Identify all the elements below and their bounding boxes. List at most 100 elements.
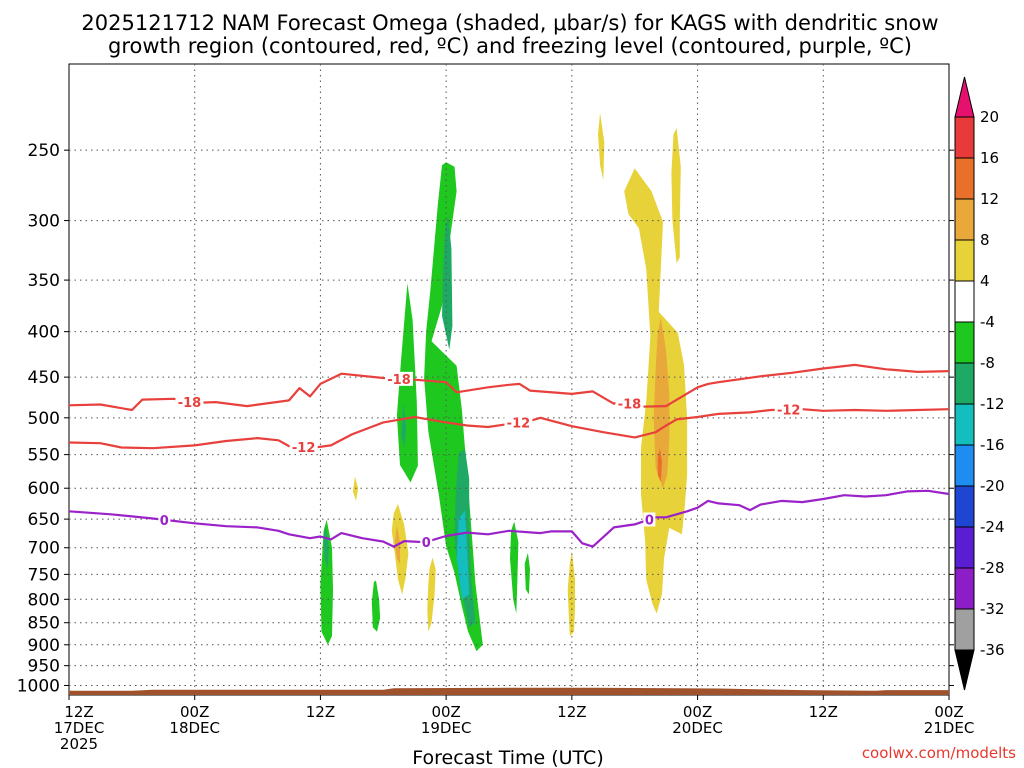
x-axis-title: Forecast Time (UTC) <box>412 747 603 768</box>
y-tick-label: 800 <box>28 590 60 610</box>
ground-surface <box>69 687 949 695</box>
x-tick-label: 17DEC <box>54 719 105 737</box>
omega-region <box>598 112 605 180</box>
colorbar-segment <box>954 567 975 610</box>
omega-region <box>401 402 407 448</box>
x-tick-label: 12Z <box>64 703 93 721</box>
omega-region <box>653 317 670 489</box>
x-tick-label: 00Z <box>934 703 963 721</box>
contour-label: -12 <box>777 404 801 419</box>
colorbar-label: 4 <box>980 272 990 290</box>
colorbar-segment <box>954 239 975 282</box>
omega-region <box>567 551 575 637</box>
x-tick-label: 19DEC <box>421 719 472 737</box>
x-tick-label: 2025 <box>60 735 98 753</box>
x-tick-label: 00Z <box>431 703 460 721</box>
omega-shading <box>320 112 688 652</box>
colorbar-label: -4 <box>980 313 995 331</box>
y-tick-label: 950 <box>28 657 60 677</box>
y-tick-label: 900 <box>28 636 60 656</box>
y-tick-label: 650 <box>28 510 60 530</box>
colorbar-label: -12 <box>980 395 1005 413</box>
gridlines <box>69 64 949 695</box>
x-tick-label: 12Z <box>809 703 838 721</box>
colorbar-segment <box>954 362 975 405</box>
contour-line <box>68 363 950 412</box>
plot-frame <box>68 63 950 696</box>
omega-region <box>671 127 681 264</box>
x-tick-label: 21DEC <box>924 719 975 737</box>
colorbar-segment <box>954 608 975 651</box>
omega-region <box>371 580 381 632</box>
colorbar-label: -28 <box>980 559 1005 577</box>
colorbar-segment <box>954 157 975 200</box>
contour-label-bg <box>385 371 413 386</box>
colorbar-segment <box>954 485 975 528</box>
colorbar-label: -8 <box>980 354 995 372</box>
colorbar-label: -36 <box>980 641 1005 659</box>
colorbar-bottom-arrow <box>954 649 975 691</box>
chart-title-line2: growth region (contoured, red, ºC) and f… <box>108 34 912 58</box>
credit-url[interactable]: coolwx.com/modelts <box>862 744 1016 762</box>
contour-label-bg <box>420 534 433 549</box>
contour-label: -12 <box>507 417 531 432</box>
y-tick-label: 750 <box>28 565 60 585</box>
contour-label: 0 <box>645 513 654 528</box>
contour-label-bg <box>615 396 644 411</box>
y-tick-label: 350 <box>28 271 60 291</box>
colorbar-label: -20 <box>980 477 1005 495</box>
colorbar-segment <box>954 321 975 364</box>
omega-region <box>391 504 409 595</box>
ground-fill <box>69 687 949 695</box>
y-tick-label: 400 <box>28 323 60 343</box>
omega-colorbar: 20 16 12 8 4 -4 -8 -12 -16 -20 -24 -28 -32 -36 <box>954 76 1005 691</box>
y-tick-label: 600 <box>28 479 60 499</box>
y-tick-label: 700 <box>28 539 60 559</box>
colorbar-label: 8 <box>980 231 990 249</box>
y-tick-label: 250 <box>28 141 60 161</box>
omega-region <box>320 519 333 645</box>
colorbar-label: 16 <box>980 149 999 167</box>
y-tick-label: 500 <box>28 409 60 429</box>
colorbar-top-arrow <box>954 76 975 118</box>
colorbar-segment <box>954 444 975 487</box>
omega-region <box>323 525 329 570</box>
contour-label-bg <box>774 402 803 417</box>
colorbar-segment <box>954 403 975 446</box>
contour-label: -12 <box>292 441 316 456</box>
contour-line <box>68 489 950 548</box>
omega-region <box>427 557 436 632</box>
contour-lines: -18 -18 -18 -12 -12 -12 0 0 0 <box>68 363 950 551</box>
y-tick-label: 300 <box>28 212 60 232</box>
omega-region <box>657 448 662 482</box>
colorbar-label: -16 <box>980 436 1005 454</box>
contour-label-bg <box>504 415 533 430</box>
x-tick-label: 00Z <box>180 703 209 721</box>
colorbar-segment <box>954 280 975 323</box>
x-tick-label: 12Z <box>306 703 335 721</box>
colorbar-label: -32 <box>980 600 1005 618</box>
colorbar-segment <box>954 198 975 241</box>
colorbar-segment <box>954 116 975 159</box>
x-tick-label: 12Z <box>557 703 586 721</box>
colorbar-label: 20 <box>980 108 999 126</box>
y-tick-label: 550 <box>28 446 60 466</box>
y-tick-label: 1000 <box>17 676 60 696</box>
y-tick-label: 850 <box>28 614 60 634</box>
contour-label-bg <box>289 439 318 454</box>
contour-label: 0 <box>160 514 169 529</box>
x-tick-label: 20DEC <box>672 719 723 737</box>
y-axis-ticks: 2503003504004505005506006507007508008509… <box>17 141 954 696</box>
x-tick-label: 18DEC <box>169 719 220 737</box>
x-tick-label: 00Z <box>683 703 712 721</box>
contour-label: -18 <box>387 373 411 388</box>
contour-label-bg <box>158 512 171 527</box>
omega-region <box>442 215 453 350</box>
y-tick-label: 450 <box>28 368 60 388</box>
omega-region <box>524 552 530 595</box>
colorbar-segment <box>954 526 975 569</box>
omega-region <box>510 521 519 614</box>
contour-label: 0 <box>422 536 431 551</box>
